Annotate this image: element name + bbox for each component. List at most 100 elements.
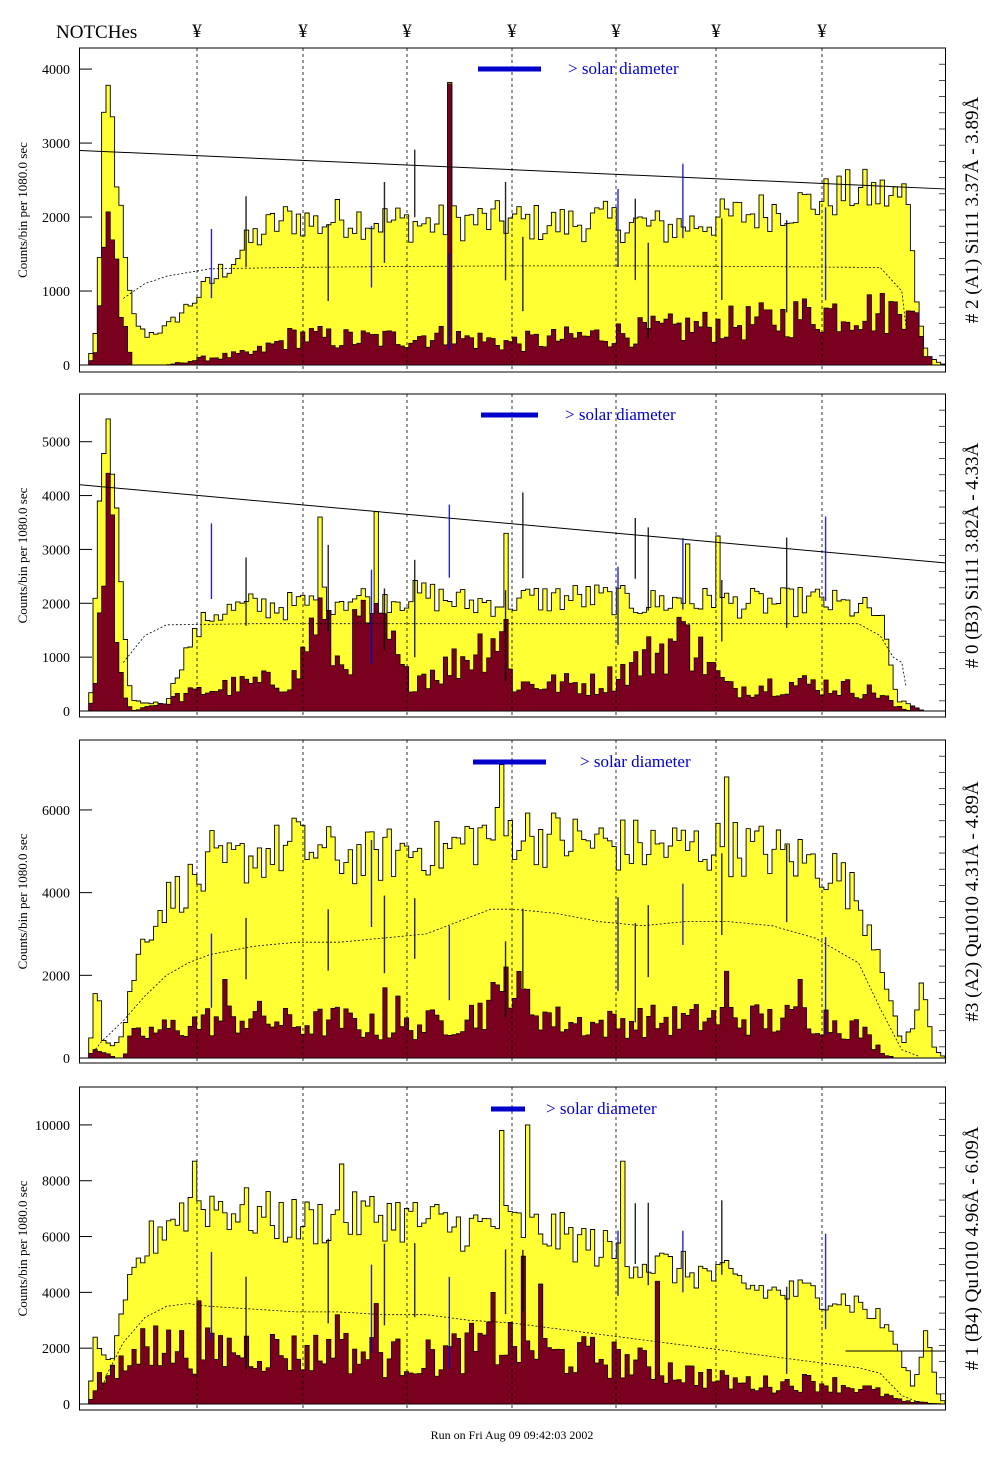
line-annotation-mark — [210, 523, 213, 600]
chart-panel: 0 1000 2000 3000 4000 5000 Counts/bin per 1080… — [15, 393, 983, 720]
line-annotation-mark — [448, 253, 451, 351]
line-annotation-mark — [383, 182, 386, 263]
line-annotation-mark — [824, 516, 827, 601]
histogram-low-energy-series — [80, 472, 945, 712]
line-annotation-mark — [617, 1230, 619, 1296]
y-axis-label: Counts/bin per 1080.0 sec — [15, 1180, 30, 1316]
line-annotation-mark — [721, 579, 723, 642]
line-annotation-mark — [522, 492, 524, 579]
y-tick-label: 4000 — [42, 490, 70, 505]
line-annotation-mark — [448, 926, 451, 1001]
y-tick-label: 5000 — [42, 436, 70, 451]
histogram-total-series — [80, 81, 946, 366]
line-annotation-mark — [210, 933, 213, 1008]
line-annotation-mark — [370, 569, 373, 664]
chart-panel: 0 2000 4000 6000 8000 10000 Counts/bin per 108… — [15, 1086, 983, 1413]
line-annotation-mark — [647, 905, 649, 978]
y-tick-label: 1000 — [42, 285, 70, 300]
line-annotation-mark — [824, 207, 827, 301]
line-annotation-mark — [617, 566, 619, 645]
line-annotation-mark — [370, 1264, 373, 1353]
line-annotation-mark — [682, 883, 684, 945]
line-annotation-mark — [617, 897, 619, 992]
line-annotation-mark — [682, 1230, 684, 1293]
line-annotation-mark — [824, 1233, 827, 1330]
notch-symbol: ¥ — [817, 21, 827, 42]
histogram-low-energy-series — [80, 83, 945, 366]
fit-line — [79, 149, 946, 190]
y-tick-label: 2000 — [42, 597, 70, 612]
panel-title: #3 (A2) Qu1010 4.31Å - 4.89Å — [962, 781, 983, 1021]
chart-panel: 0 1000 2000 3000 4000 Counts/bin per 1080.0 s… — [15, 47, 983, 374]
notch-symbol: ¥ — [192, 21, 202, 42]
line-annotation-mark — [414, 1243, 416, 1318]
line-annotation-mark — [682, 163, 684, 239]
line-annotation-mark — [785, 220, 788, 313]
line-annotation-mark — [721, 218, 723, 301]
histogram-total-series — [80, 1124, 946, 1405]
line-annotation-mark — [824, 937, 827, 1035]
mean-dashed-curve — [92, 908, 920, 1057]
line-annotation-mark — [327, 909, 329, 971]
line-annotation-mark — [522, 236, 524, 312]
solar-diameter-label: > solar diameter — [546, 1099, 657, 1118]
line-annotation-mark — [647, 242, 649, 338]
y-axis-label: Counts/bin per 1080.0 sec — [15, 142, 30, 278]
y-tick-label: 0 — [63, 1052, 70, 1067]
line-annotation-mark — [522, 1249, 524, 1312]
line-annotation-mark — [245, 1276, 247, 1370]
panel-title: # 2 (A1) Si111 3.37Å - 3.89Å — [962, 96, 983, 323]
line-annotation-mark — [370, 225, 373, 288]
line-annotation-mark — [522, 908, 524, 989]
line-annotation-mark — [414, 898, 416, 959]
chart-panel: 0 2000 4000 6000 Counts/bin per 1080.0 sec #3… — [15, 739, 983, 1067]
line-annotation-mark — [634, 923, 636, 1023]
y-tick-label: 4000 — [42, 63, 70, 78]
notch-symbols: ¥ ¥ ¥ ¥ ¥ ¥ ¥ — [192, 21, 827, 42]
mean-dashed-curve — [122, 623, 907, 687]
notches-label: NOTCHes — [56, 22, 137, 43]
y-tick-label: 6000 — [42, 1231, 70, 1246]
line-annotation-mark — [327, 224, 329, 302]
line-annotation-mark — [327, 1238, 329, 1324]
panel-title: # 1 (B4) Qu1010 4.96Å - 6.09Å — [962, 1126, 983, 1370]
line-annotation-mark — [414, 559, 416, 658]
histogram-low-energy-series — [80, 966, 945, 1059]
y-tick-label: 0 — [63, 359, 70, 374]
y-tick-label: 10000 — [35, 1119, 70, 1134]
solar-diameter-label: > solar diameter — [565, 405, 676, 424]
line-annotation-mark — [647, 1202, 649, 1286]
line-annotation-mark — [721, 853, 723, 936]
line-annotation-mark — [245, 557, 247, 626]
mean-dashed-curve — [123, 265, 907, 329]
line-annotation-mark — [383, 1243, 386, 1326]
line-annotation-mark — [504, 590, 507, 682]
line-annotation-mark — [383, 588, 386, 651]
line-annotation-mark — [634, 198, 636, 281]
line-annotation-mark — [785, 844, 788, 923]
histogram-low-energy-series — [80, 1255, 946, 1405]
line-annotation-mark — [634, 517, 636, 579]
panel-title: # 0 (B3) Si111 3.82Å - 4.33Å — [962, 442, 983, 668]
y-tick-label: 1000 — [42, 651, 70, 666]
line-annotation-mark — [721, 1200, 723, 1275]
notch-symbol: ¥ — [507, 21, 517, 42]
y-axis-label: Counts/bin per 1080.0 sec — [15, 487, 30, 623]
line-annotation-mark — [682, 538, 684, 610]
line-annotation-mark — [210, 1252, 213, 1341]
chart-panels: 0 1000 2000 3000 4000 Counts/bin per 1080.0 s… — [15, 47, 983, 1413]
run-timestamp: Run on Fri Aug 09 09:42:03 2002 — [431, 1428, 594, 1442]
line-annotation-mark — [448, 1276, 451, 1369]
line-annotation-mark — [245, 917, 247, 980]
histogram-total-series — [80, 418, 945, 712]
notch-symbol: ¥ — [611, 21, 621, 42]
notch-symbol: ¥ — [298, 21, 308, 42]
y-tick-label: 0 — [63, 705, 70, 720]
line-annotation-mark — [414, 149, 416, 218]
y-tick-label: 2000 — [42, 969, 70, 984]
line-annotation-mark — [634, 1203, 636, 1264]
y-tick-label: 4000 — [42, 1286, 70, 1301]
solar-diameter-label: > solar diameter — [580, 752, 691, 771]
line-annotation-mark — [504, 181, 507, 281]
